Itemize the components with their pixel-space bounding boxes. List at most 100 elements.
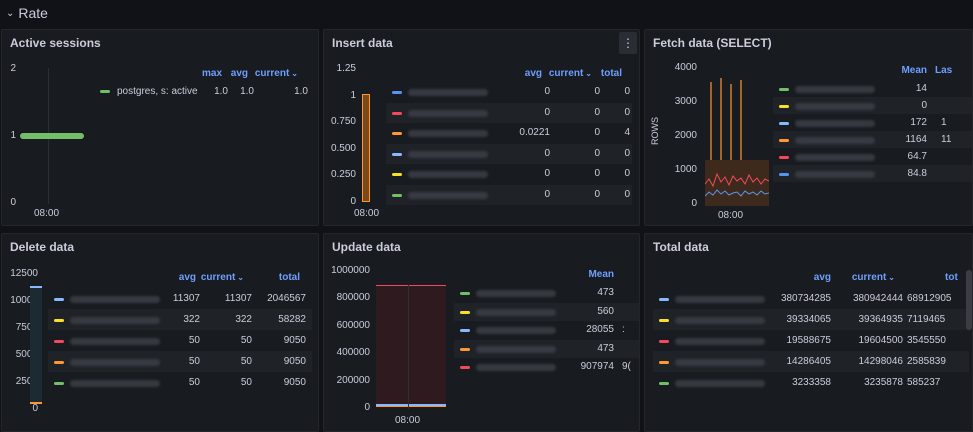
legend-row[interactable] [653,309,969,330]
series-name-redacted [795,119,875,127]
y-tick: 2500 [15,376,38,387]
panel-delete-data[interactable]: Delete data 12500 10000 7500 5000 2500 0… [1,233,319,432]
legend-header-avg[interactable]: avg [524,68,542,79]
value-avg: 50 [188,355,200,367]
value-avg: 0 [544,86,550,98]
legend-header-current[interactable]: current ⌄ [198,272,244,283]
legend-header-avg[interactable]: avg [178,272,196,283]
panel-active-sessions[interactable]: Active sessions 2 1 0 08:00 max avg curr… [1,29,319,226]
value-current: 1.0 [294,86,308,97]
series-name[interactable]: postgres, s: active [117,86,198,97]
series-color-swatch [100,90,110,93]
x-tick: 08:00 [718,210,744,221]
series-color-swatch [659,318,669,322]
y-tick: 0 [10,197,16,208]
value-avg: 322 [183,313,200,325]
value-total: 4 [624,127,630,139]
value-current: 0 [594,127,600,139]
y-tick: 0 [364,402,370,413]
legend-scrollbar[interactable] [966,270,972,330]
series-name-redacted [408,130,488,138]
series-color-swatch [460,347,470,351]
series-line-orange [376,406,446,407]
legend-header-current[interactable]: current ⌄ [252,68,298,79]
y-tick: 0 [350,196,356,207]
panel-total-data[interactable]: Total data avg current ⌄ tot 380734285 380… [644,233,973,432]
legend-header-avg[interactable]: avg [813,272,831,283]
value-mean: 473 [597,287,614,299]
series-name-redacted [476,345,556,353]
value-avg: 50 [188,334,200,346]
legend-header-total[interactable]: total [278,272,300,283]
legend-row[interactable] [653,351,969,372]
value-avg: 11307 [172,292,200,304]
y-tick: 7500 [15,322,38,333]
series-name-redacted [476,364,556,372]
series-name-redacted [408,191,488,199]
series-name-redacted [795,85,875,93]
value-current: 380942444 [852,292,903,304]
row-header-rate[interactable]: ⌄ Rate [0,0,973,26]
series-color-swatch [779,138,789,142]
panel-title: Update data [332,240,401,254]
value-current: 0 [594,106,600,118]
series-area-red [376,285,446,407]
series-color-swatch [392,173,402,177]
value-last: 11 [941,133,952,145]
y-tick: 5000 [15,349,38,360]
panel-fetch-data[interactable]: Fetch data (SELECT) 4000 3000 2000 1000 … [644,29,973,226]
value-max: 1.0 [214,86,228,97]
panel-title: Active sessions [10,36,101,50]
legend-header-current[interactable]: current ⌄ [546,68,592,79]
value-total: 7119465 [907,313,946,325]
value-total: 0 [624,86,630,98]
value-total: 58282 [278,313,306,325]
y-tick: 1000 [674,164,697,175]
series-color-swatch [392,111,402,115]
legend-row[interactable] [386,102,632,123]
series-name-redacted [675,316,765,324]
legend-row[interactable] [386,184,632,205]
legend-row[interactable] [386,143,632,164]
legend-header-mean[interactable]: Mean [588,269,614,280]
legend-header-avg[interactable]: avg [230,68,248,79]
value-mean: 172 [910,116,927,128]
panel-insert-data[interactable]: Insert data ⋮ 1.25 1 0.750 0.500 0.250 0… [323,29,640,226]
series-name-redacted [795,170,875,178]
value-mean: 1164 [905,133,927,145]
legend-row[interactable] [48,309,312,330]
value-current: 19604500 [858,334,904,346]
legend-header-mean[interactable]: Mean [901,65,927,76]
panel-menu-icon[interactable]: ⋮ [619,32,637,54]
series-color-swatch [659,339,669,343]
legend-header-max[interactable]: max [201,68,222,79]
value-current: 3235878 [864,376,903,388]
legend-header-total[interactable]: total [600,68,622,79]
y-tick: 0 [691,198,697,209]
y-tick: 200000 [336,375,370,386]
chevron-down-icon[interactable]: ⌄ [6,7,15,19]
panel-update-data[interactable]: Update data 1000000 800000 600000 400000… [323,233,640,432]
y-tick: 10000 [10,295,38,306]
legend-header-last[interactable]: Las [935,65,953,76]
legend-header-label: current [851,272,887,283]
legend-header-total[interactable]: tot [945,272,958,283]
chevron-down-icon: ⌄ [888,273,895,282]
value-current: 0 [594,188,600,200]
y-tick: 1 [350,90,356,101]
value-avg: 0 [544,168,550,180]
y-tick: 0.250 [330,169,356,180]
y-tick: 1.25 [336,63,356,74]
y-tick: 600000 [336,320,370,331]
y-tick: 1000000 [331,265,370,276]
value-extra: 9( [622,361,631,373]
panel-title: Fetch data (SELECT) [653,36,772,50]
legend-row[interactable] [48,351,312,372]
y-tick: 2 [10,63,16,74]
series-name-redacted [70,295,160,303]
panel-title: Delete data [10,240,75,254]
legend-header-current[interactable]: current ⌄ [845,272,895,283]
value-mean: 0 [921,99,927,111]
legend-header-label: current [200,272,236,283]
value-mean: 14 [915,82,927,94]
